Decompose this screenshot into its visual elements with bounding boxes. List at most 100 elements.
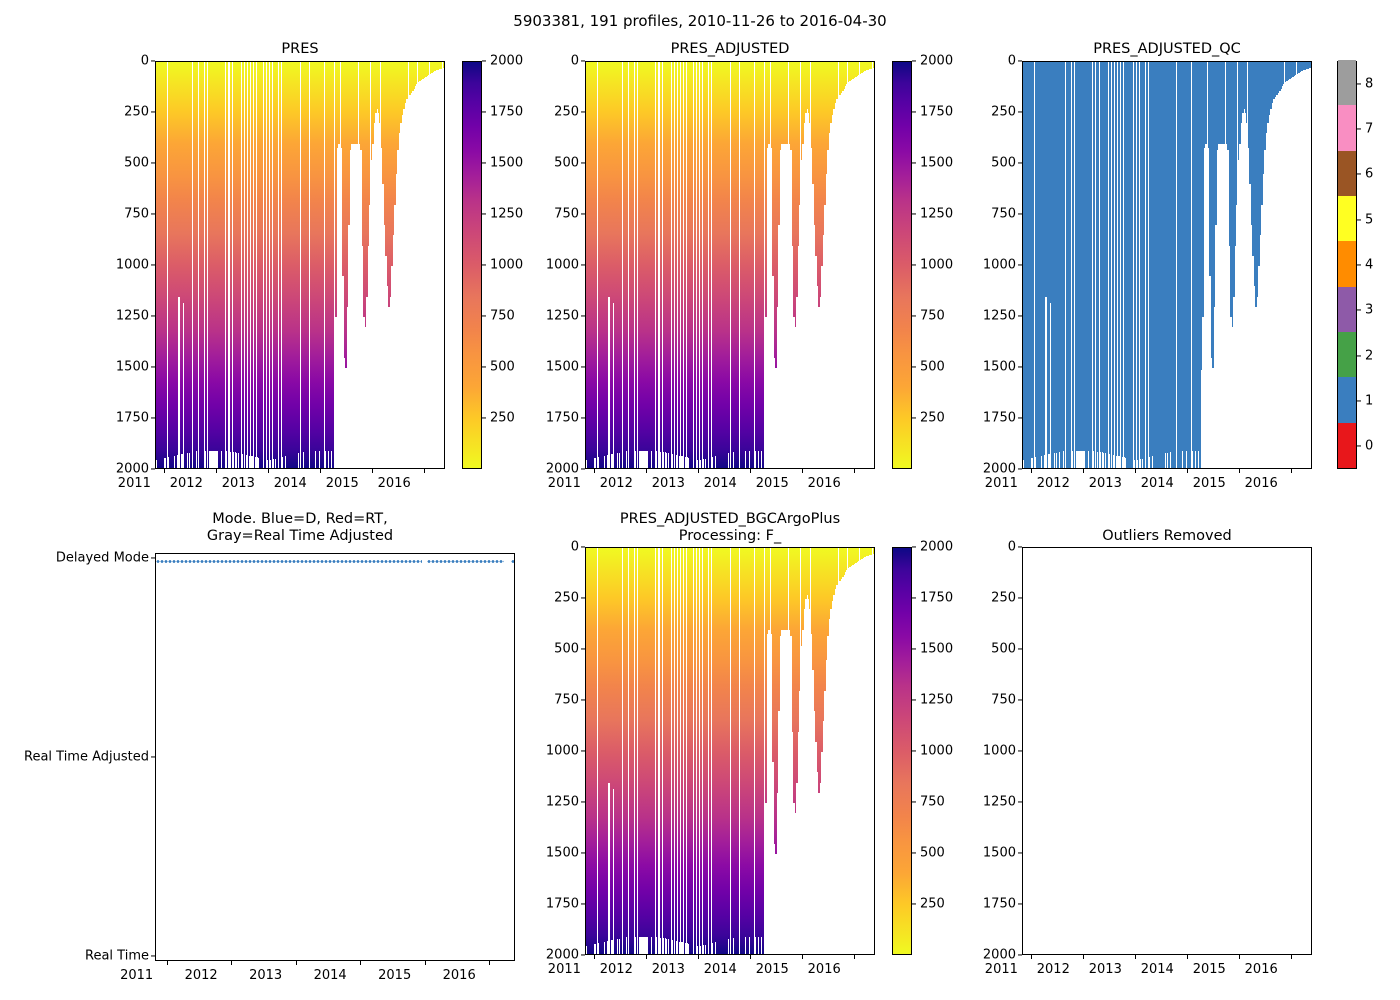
- profile-column-pres-adjusted-qc: [1215, 62, 1217, 226]
- profile-bottom-gap: [1098, 452, 1100, 468]
- profile-column-pres: [395, 62, 397, 175]
- profile-column-pres-adjusted-qc: [1241, 62, 1244, 113]
- profile-bottom-gap: [209, 451, 211, 468]
- profile-column-pres-adjusted: [744, 62, 746, 468]
- profile-column-pres: [335, 62, 337, 317]
- profile-gradient: [772, 62, 774, 277]
- profile-gradient: [169, 62, 171, 468]
- profile-column-pres: [303, 62, 305, 468]
- profile-column-pres: [277, 62, 279, 468]
- xtick-time-bgc-2014: 2014: [703, 962, 737, 977]
- ytick-depth-presadj-1000: 1000: [545, 257, 579, 273]
- profile-column-pres-adjusted-qc: [1141, 62, 1143, 468]
- profile-bottom-gap: [308, 451, 310, 468]
- profile-column-bgc: [807, 548, 810, 599]
- profile-column-pres: [261, 62, 263, 468]
- profile-column-pres-adjusted-qc: [1209, 62, 1211, 277]
- profile-column-pres-adjusted-qc: [1094, 62, 1095, 468]
- xtick-time-out-2011: 2011: [984, 962, 1018, 977]
- cbar-tick-presadj-1500: 1500: [920, 155, 954, 171]
- profile-bottom-gap: [697, 460, 699, 468]
- profile-column-pres-adjusted-qc: [1096, 62, 1099, 468]
- profile-column-pres: [249, 62, 251, 468]
- profile-gradient: [382, 62, 384, 185]
- profile-gradient: [411, 62, 414, 91]
- profile-column-pres-adjusted: [787, 62, 789, 144]
- profile-gradient: [742, 548, 745, 954]
- profile-column-pres-adjusted: [865, 62, 867, 71]
- profile-column-bgc: [645, 548, 647, 954]
- profile-gradient: [648, 548, 650, 954]
- profile-gradient: [332, 62, 334, 468]
- profile-gradient: [329, 62, 331, 468]
- profile-column-pres-adjusted-qc: [1036, 62, 1038, 468]
- profile-gradient: [275, 62, 278, 468]
- profile-gradient: [403, 62, 405, 109]
- plot-pres-adjusted[interactable]: [585, 61, 875, 469]
- plot-bgc[interactable]: [585, 547, 875, 955]
- profile-bottom-gap: [215, 451, 217, 468]
- ytick-mark-pres-4: [150, 264, 155, 266]
- profile-column-pres: [198, 62, 201, 468]
- profile-gradient: [676, 548, 678, 954]
- cbar-tick-bgc-1250: 1250: [920, 692, 954, 708]
- profile-column-bgc: [694, 548, 695, 954]
- xtick-mark-bgc-3: [750, 955, 752, 959]
- qc-color-band-6: [1338, 150, 1356, 196]
- profile-column-pres-adjusted-qc: [1204, 62, 1206, 144]
- profile-gradient: [222, 62, 225, 468]
- profile-column-pres-adjusted: [847, 62, 850, 83]
- profile-gradient: [611, 548, 613, 954]
- profile-bottom-gap: [1080, 451, 1083, 468]
- profile-gradient: [346, 62, 348, 307]
- profile-column-bgc: [810, 548, 812, 634]
- profile-column-pres-adjusted: [645, 62, 647, 468]
- profile-column-pres-adjusted-qc: [1156, 62, 1158, 468]
- profile-bottom-gap: [700, 460, 702, 468]
- profile-column-pres-adjusted: [627, 62, 629, 468]
- profile-column-pres: [321, 62, 323, 468]
- ytick-depth-qc-250: 250: [991, 104, 1016, 120]
- profile-column-pres-adjusted: [628, 62, 631, 468]
- cbar-tick-bgc-1500: 1500: [920, 641, 954, 657]
- plot-pres[interactable]: [155, 61, 445, 469]
- profile-column-pres-adjusted-qc: [1221, 62, 1223, 144]
- profile-gradient: [586, 62, 587, 468]
- profile-bottom-gap: [688, 458, 690, 468]
- profile-gradient: [868, 548, 870, 556]
- profile-column-pres-adjusted: [859, 62, 861, 75]
- profile-gradient: [420, 62, 423, 81]
- profile-gradient: [351, 62, 353, 144]
- profile-column-pres: [349, 62, 352, 150]
- profile-gradient: [184, 62, 186, 468]
- profile-gradient: [237, 62, 239, 468]
- profile-gradient: [373, 62, 376, 124]
- profile-column-pres: [318, 62, 320, 468]
- profile-bottom-gap: [710, 457, 712, 468]
- profile-gradient: [680, 548, 682, 954]
- profile-gradient: [333, 62, 335, 371]
- profile-column-pres-adjusted-qc: [1237, 62, 1240, 160]
- profile-gradient: [366, 62, 368, 297]
- ytick-mark-pres-6: [150, 366, 155, 368]
- plot-pres-adjusted-qc[interactable]: [1022, 61, 1312, 469]
- profile-gradient: [397, 62, 399, 150]
- profile-column-pres-adjusted: [855, 62, 857, 78]
- profile-bottom-gap: [645, 451, 647, 468]
- profile-column-bgc: [628, 548, 631, 954]
- profile-bottom-gap: [636, 937, 638, 954]
- profile-column-pres-adjusted-qc: [1190, 62, 1192, 468]
- plot-outliers[interactable]: [1022, 547, 1312, 955]
- profile-bottom-gap: [242, 454, 244, 468]
- profile-column-pres-adjusted: [707, 62, 709, 468]
- profile-gradient: [588, 548, 590, 954]
- profile-column-pres: [281, 62, 284, 468]
- profile-column-pres: [383, 62, 386, 226]
- plot-mode[interactable]: [155, 553, 515, 961]
- profile-gradient: [637, 548, 640, 954]
- profile-gradient: [636, 62, 638, 468]
- profile-gradient: [268, 62, 270, 468]
- profile-column-pres: [240, 62, 242, 468]
- profile-gradient: [825, 62, 827, 175]
- profile-column-pres: [192, 62, 195, 468]
